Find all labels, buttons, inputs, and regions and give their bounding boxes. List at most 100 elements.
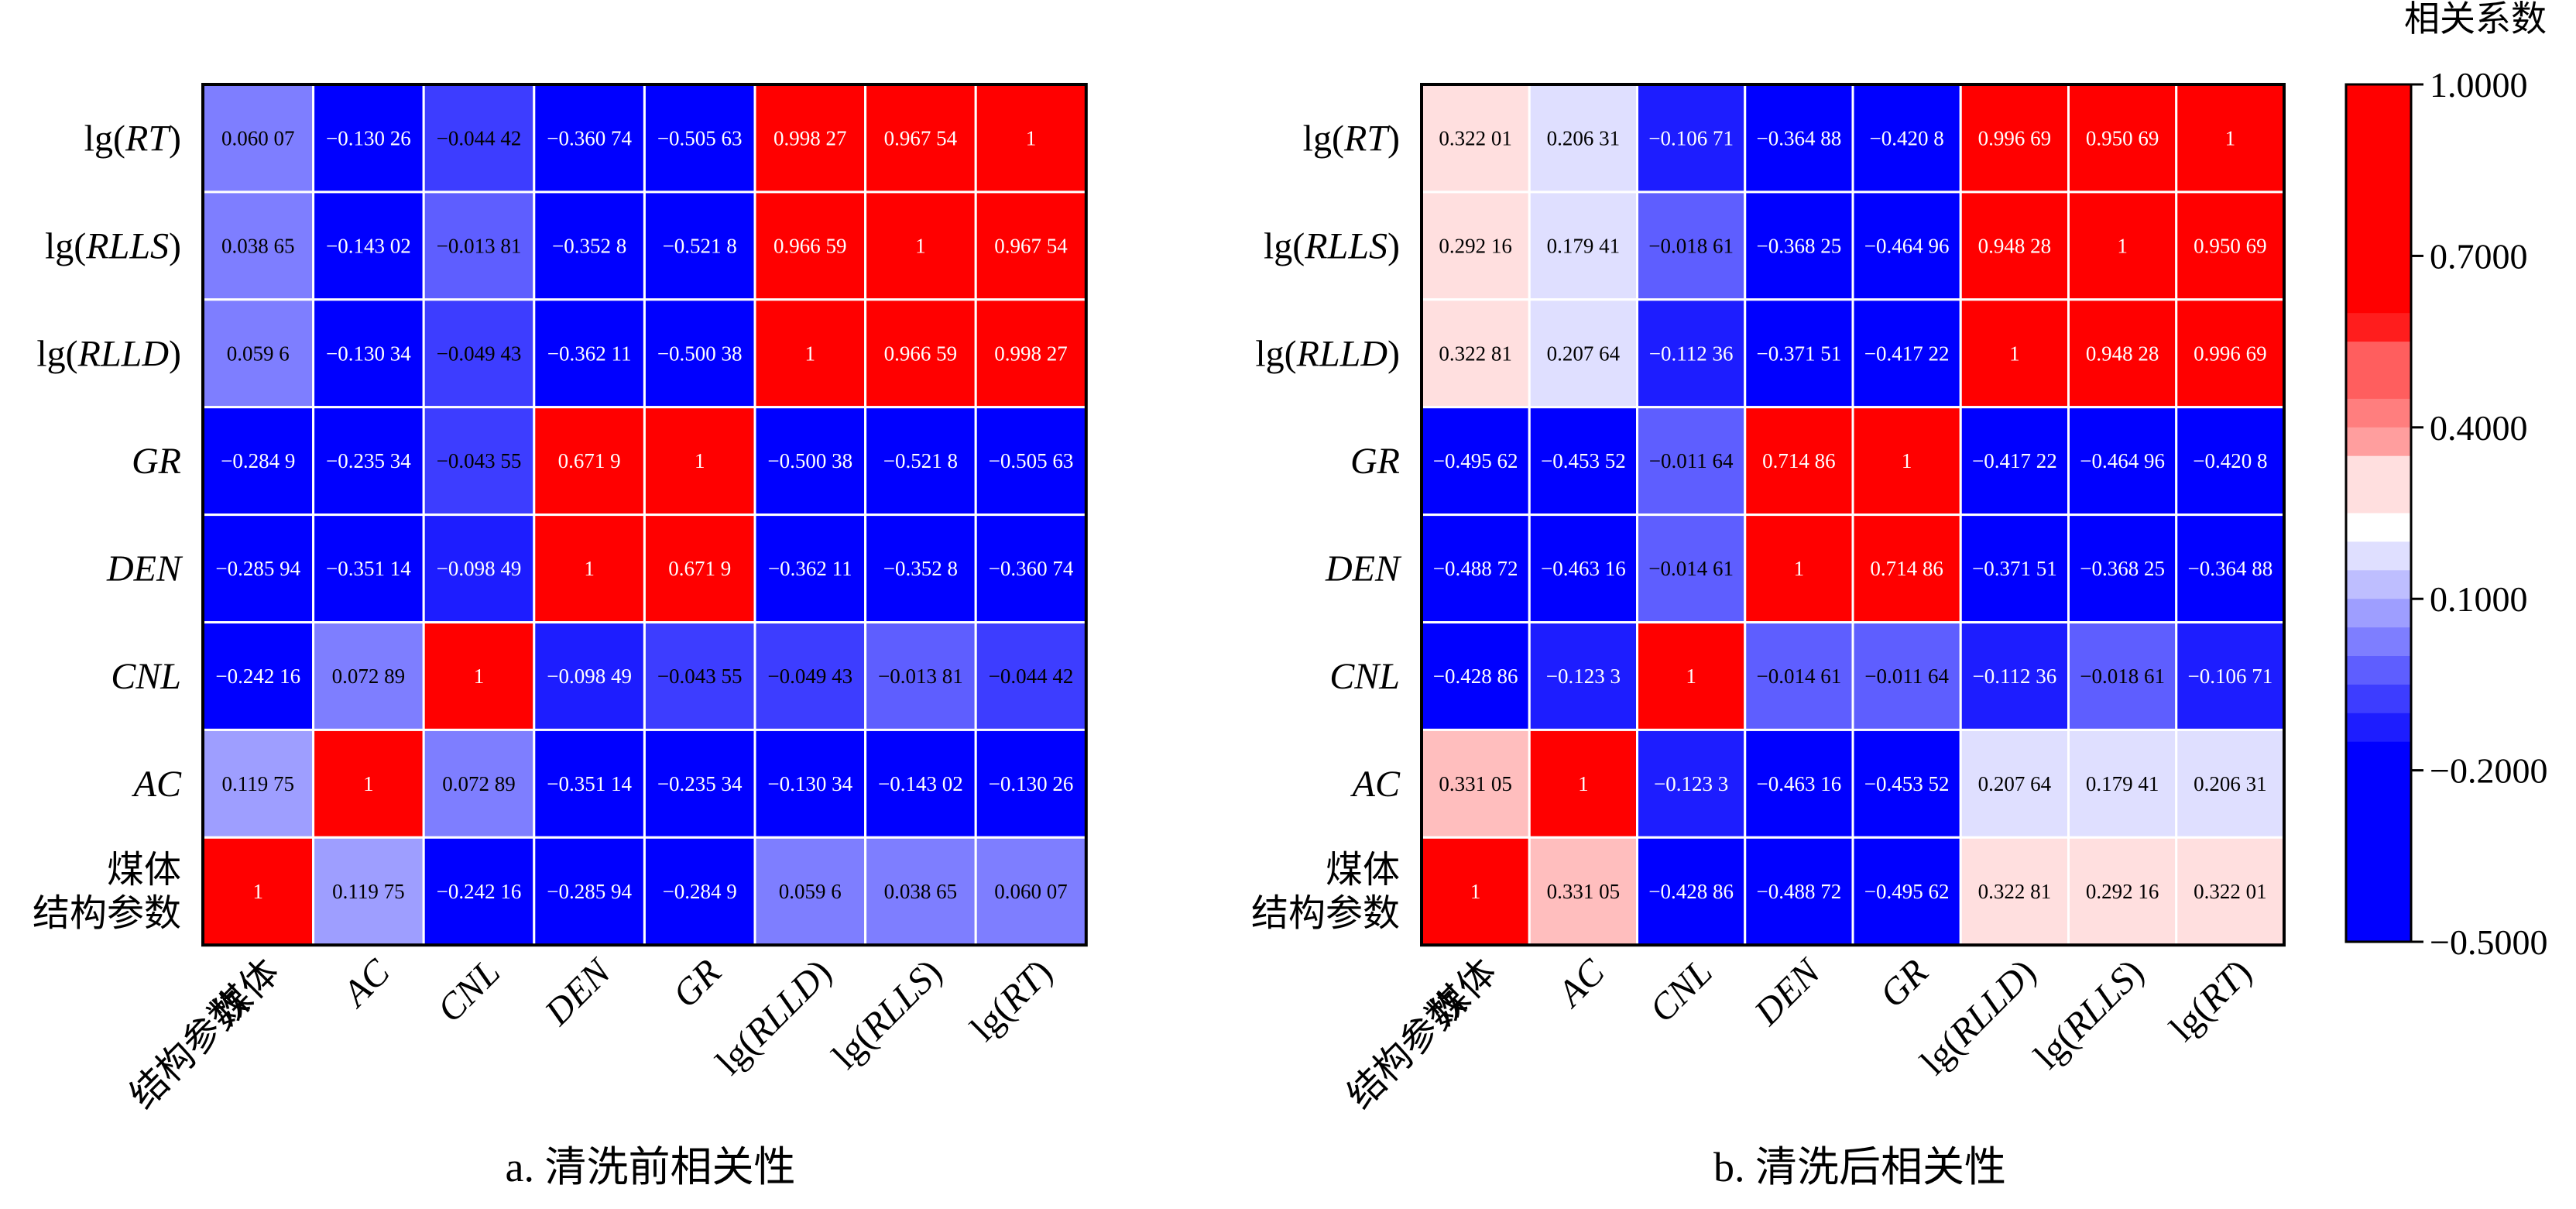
colorbar-band xyxy=(2346,112,2411,143)
heatmap-cell xyxy=(2067,728,2178,839)
colorbar-band xyxy=(2346,541,2411,571)
column-tick-label: lg(RT) xyxy=(962,952,1060,1049)
row-tick-label: GR xyxy=(132,441,181,482)
heatmap-panel-b: 0.322 01 0.206 31 −0.106 71 −0.364 88 −0.420… xyxy=(1251,83,2286,1190)
cell-value-label: 1 xyxy=(1794,557,1805,580)
cell-value-label: −0.043 55 xyxy=(657,665,743,688)
cell-value-label: −0.368 25 xyxy=(2080,557,2165,580)
heatmap-cell xyxy=(1528,836,1638,946)
heatmap-cell xyxy=(1851,513,1962,623)
heatmap-cell xyxy=(974,621,1088,731)
cell-value-label: 0.996 69 xyxy=(2194,342,2267,365)
colorbar-band xyxy=(2346,627,2411,657)
heatmap-cell xyxy=(974,836,1088,946)
row-tick-label: lg(RLLS) xyxy=(1264,225,1400,266)
cell-value-label: −0.417 22 xyxy=(1972,449,2057,472)
heatmap-cell xyxy=(1744,298,1854,409)
heatmap-cell xyxy=(2175,728,2286,839)
colorbar-band xyxy=(2346,170,2411,200)
heatmap-cell xyxy=(533,191,646,301)
heatmap-cell xyxy=(864,728,977,839)
row-tick-label: DEN xyxy=(1325,548,1402,589)
colorbar-border xyxy=(2344,83,2413,943)
row-tick-label: lg(RT) xyxy=(1303,118,1400,159)
cell-value-label: 0.059 6 xyxy=(227,342,290,365)
cell-value-label: 1 xyxy=(2225,126,2236,149)
cell-value-label: −0.521 8 xyxy=(663,234,737,257)
colorbar-band xyxy=(2346,141,2411,171)
cell-value-label: 0.322 81 xyxy=(1439,342,1512,365)
cell-value-label: 0.967 54 xyxy=(994,234,1068,257)
heatmap-cell xyxy=(1636,836,1747,946)
cell-value-label: 0.207 64 xyxy=(1547,342,1621,365)
cell-value-label: −0.285 94 xyxy=(547,880,632,903)
heatmap-cell xyxy=(1744,191,1854,301)
heatmap-cell xyxy=(1851,621,1962,731)
cell-value-label: −0.420 8 xyxy=(1870,126,1944,149)
row-tick-label: lg(RLLD) xyxy=(36,333,181,374)
heatmap-cell xyxy=(422,298,536,409)
colorbar-band xyxy=(2346,856,2411,885)
heatmap-cell xyxy=(1528,406,1638,517)
colorbar-band xyxy=(2346,827,2411,857)
heatmap-cell xyxy=(312,191,425,301)
heatmap-cell xyxy=(864,298,977,409)
colorbar-band xyxy=(2346,799,2411,828)
heatmap-border xyxy=(201,83,1088,947)
cell-value-label: −0.242 16 xyxy=(437,880,522,903)
cell-value-label: −0.463 16 xyxy=(1541,557,1626,580)
panel-caption: a. 清洗前相关性 xyxy=(506,1144,796,1190)
heatmap-cell xyxy=(2067,406,2178,517)
heatmap-cell xyxy=(864,513,977,623)
cell-value-label: −0.362 11 xyxy=(768,557,852,580)
cell-value-label: 0.950 69 xyxy=(2194,234,2267,257)
colorbar-tick-label: −0.5000 xyxy=(2430,922,2547,962)
cell-value-label: −0.014 61 xyxy=(1757,665,1842,688)
cell-value-label: −0.044 42 xyxy=(437,126,522,149)
cell-value-label: −0.242 16 xyxy=(215,665,300,688)
column-tick-label: GR xyxy=(1872,952,1936,1016)
cell-value-label: 0.179 41 xyxy=(1547,234,1621,257)
cell-value-label: 0.322 81 xyxy=(1978,880,2052,903)
row-tick-label: CNL xyxy=(1329,656,1400,697)
heatmap-cell xyxy=(2067,621,2178,731)
cell-value-label: −0.013 81 xyxy=(437,234,522,257)
heatmap-cell xyxy=(1528,621,1638,731)
cell-value-label: 0.966 59 xyxy=(773,234,847,257)
heatmap-cell xyxy=(1420,513,1531,623)
cell-value-label: 1 xyxy=(253,880,264,903)
cell-value-label: −0.130 34 xyxy=(326,342,411,365)
column-tick-label: AC xyxy=(1549,951,1614,1016)
cell-value-label: −0.143 02 xyxy=(878,772,963,795)
heatmap-cell xyxy=(533,513,646,623)
heatmap-cell xyxy=(1528,513,1638,623)
heatmap-cell xyxy=(2175,406,2286,517)
heatmap-cell xyxy=(422,728,536,839)
row-tick-label: 结构参数 xyxy=(1251,893,1400,934)
cell-value-label: −0.018 61 xyxy=(1648,234,1734,257)
cell-value-label: −0.371 51 xyxy=(1757,342,1842,365)
colorbar-band xyxy=(2346,713,2411,743)
cell-value-label: −0.143 02 xyxy=(326,234,411,257)
cell-value-label: 0.322 01 xyxy=(1439,126,1512,149)
heatmap-border xyxy=(1420,83,2286,947)
cell-value-label: −0.453 52 xyxy=(1864,772,1950,795)
heatmap-cell xyxy=(1851,83,1962,194)
cell-value-label: −0.014 61 xyxy=(1648,557,1734,580)
colorbar-band xyxy=(2346,370,2411,400)
heatmap-cell xyxy=(312,83,425,194)
column-tick-label: lg(RT) xyxy=(2162,952,2259,1049)
cell-value-label: −0.106 71 xyxy=(2188,665,2273,688)
cell-value-label: −0.364 88 xyxy=(1757,126,1842,149)
cell-value-label: −0.123 3 xyxy=(1654,772,1728,795)
colorbar-tick-label: 1.0000 xyxy=(2430,65,2528,105)
heatmap-cell xyxy=(643,621,756,731)
column-tick-label: DEN xyxy=(537,950,620,1033)
cell-value-label: 0.331 05 xyxy=(1439,772,1512,795)
heatmap-cell xyxy=(312,298,425,409)
heatmap-cell xyxy=(1959,728,2070,839)
heatmap-cell xyxy=(643,298,756,409)
heatmap-cell xyxy=(753,728,867,839)
cell-value-label: −0.130 26 xyxy=(326,126,411,149)
cell-value-label: 0.072 89 xyxy=(332,665,406,688)
